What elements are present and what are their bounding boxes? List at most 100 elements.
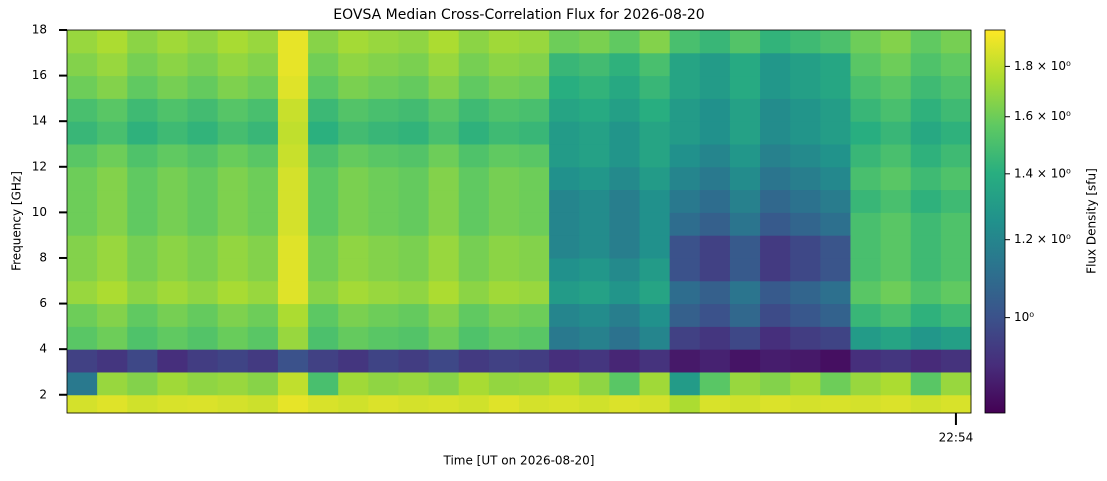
heatmap-cell: [308, 394, 339, 414]
heatmap-cell: [277, 75, 309, 99]
heatmap-cell: [488, 326, 520, 350]
heatmap-cell: [67, 326, 98, 350]
heatmap-cell: [368, 280, 399, 305]
heatmap-cell: [760, 303, 791, 327]
heatmap-cell: [127, 189, 158, 213]
heatmap-cell: [579, 257, 610, 282]
heatmap-cell: [277, 394, 309, 414]
heatmap-cell: [940, 235, 972, 259]
heatmap-cell: [669, 212, 701, 236]
heatmap-cell: [940, 75, 972, 99]
colorbar-tick-label: 1.8 × 10⁰: [1014, 59, 1071, 73]
heatmap-cell: [398, 52, 430, 77]
heatmap-cell: [910, 166, 942, 191]
heatmap-cell: [187, 166, 219, 191]
heatmap-cell: [579, 121, 610, 145]
heatmap-cell: [940, 371, 972, 396]
heatmap-cell: [157, 371, 189, 396]
heatmap-cell: [97, 303, 128, 327]
heatmap-cell: [277, 257, 309, 282]
heatmap-cell: [398, 30, 430, 54]
heatmap-cell: [760, 212, 791, 236]
heatmap-cell: [790, 349, 821, 373]
heatmap-cell: [247, 394, 279, 414]
heatmap-cell: [187, 52, 219, 77]
heatmap-cell: [488, 189, 520, 213]
heatmap-cell: [97, 30, 128, 54]
heatmap-cell: [428, 212, 460, 236]
heatmap-cell: [820, 326, 851, 350]
heatmap-cell: [820, 166, 851, 191]
heatmap-cell: [428, 326, 460, 350]
heatmap-cell: [97, 143, 128, 168]
heatmap-cell: [910, 303, 942, 327]
heatmap-cell: [67, 30, 98, 54]
heatmap-cell: [579, 143, 610, 168]
heatmap-cell: [609, 303, 641, 327]
heatmap-cell: [669, 121, 701, 145]
heatmap-cell: [940, 280, 972, 305]
heatmap-cell: [609, 394, 641, 414]
heatmap-cell: [428, 235, 460, 259]
heatmap-cell: [760, 143, 791, 168]
heatmap-cell: [669, 98, 701, 122]
heatmap-cell: [308, 349, 339, 373]
heatmap-cell: [398, 212, 430, 236]
heatmap-cell: [458, 166, 490, 191]
heatmap-cell: [458, 121, 490, 145]
heatmap-cell: [428, 52, 460, 77]
heatmap-cell: [850, 189, 882, 213]
heatmap-cell: [729, 166, 761, 191]
heatmap-cell: [639, 303, 671, 327]
heatmap-cell: [790, 326, 821, 350]
heatmap-cell: [850, 326, 882, 350]
heatmap-cell: [549, 98, 580, 122]
heatmap-cell: [729, 143, 761, 168]
heatmap-cell: [940, 166, 972, 191]
heatmap-cell: [368, 212, 399, 236]
heatmap-cell: [669, 235, 701, 259]
heatmap-cell: [368, 143, 399, 168]
heatmap-cell: [458, 303, 490, 327]
heatmap-cell: [398, 280, 430, 305]
heatmap-cell: [820, 212, 851, 236]
heatmap-cell: [157, 52, 189, 77]
heatmap-cell: [669, 349, 701, 373]
heatmap-cell: [458, 235, 490, 259]
heatmap-cell: [338, 371, 369, 396]
heatmap-cell: [820, 394, 851, 414]
heatmap-cell: [247, 143, 279, 168]
heatmap-cell: [579, 394, 610, 414]
heatmap-cell: [579, 98, 610, 122]
heatmap-cell: [820, 303, 851, 327]
heatmap-cell: [609, 52, 641, 77]
heatmap-cell: [790, 98, 821, 122]
heatmap-cell: [127, 303, 158, 327]
heatmap-cell: [157, 75, 189, 99]
heatmap-cell: [338, 98, 369, 122]
heatmap-cell: [247, 349, 279, 373]
heatmap-cell: [338, 303, 369, 327]
heatmap-cell: [820, 121, 851, 145]
heatmap-cell: [699, 371, 731, 396]
heatmap-cell: [97, 326, 128, 350]
heatmap-cell: [760, 121, 791, 145]
heatmap-cell: [910, 280, 942, 305]
heatmap-cell: [217, 30, 249, 54]
heatmap-cell: [549, 257, 580, 282]
heatmap-cell: [277, 349, 309, 373]
heatmap-cell: [880, 166, 912, 191]
heatmap-cell: [368, 371, 399, 396]
heatmap-cell: [549, 326, 580, 350]
heatmap-cell: [187, 257, 219, 282]
heatmap-cell: [458, 326, 490, 350]
heatmap-cell: [579, 189, 610, 213]
heatmap-cell: [247, 166, 279, 191]
heatmap-cell: [519, 326, 550, 350]
heatmap-cell: [247, 303, 279, 327]
heatmap-cell: [97, 98, 128, 122]
heatmap-cell: [458, 394, 490, 414]
heatmap-cell: [699, 52, 731, 77]
heatmap-cell: [157, 121, 189, 145]
heatmap-cell: [940, 303, 972, 327]
